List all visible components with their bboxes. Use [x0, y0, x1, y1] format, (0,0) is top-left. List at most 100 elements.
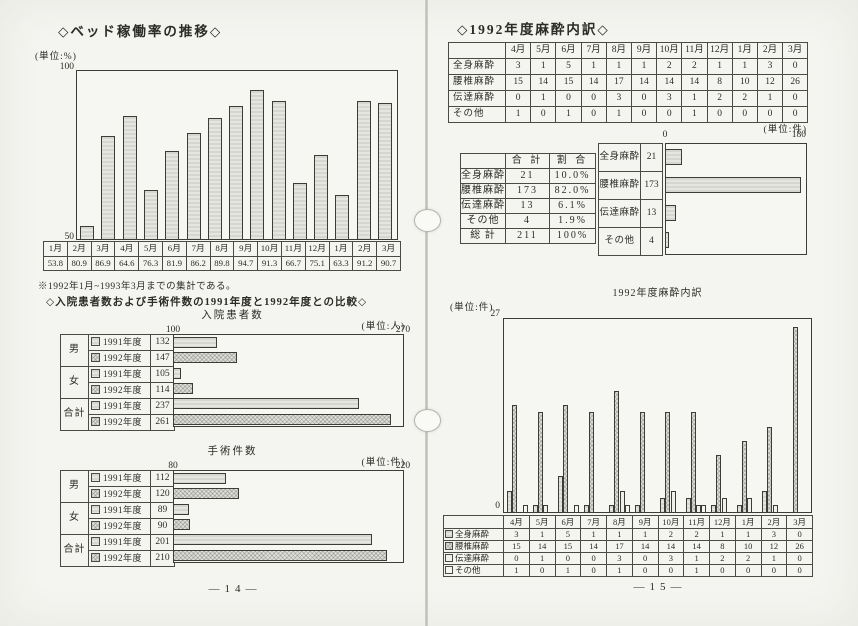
group-label-cell: 男	[60, 470, 89, 503]
count-cell: 0	[657, 564, 685, 577]
summary-label-cell: 全身麻酔	[460, 168, 506, 184]
count-cell: 1	[503, 564, 530, 577]
legend-label-cell: 伝達麻酔	[443, 552, 504, 565]
month-header-cell: 4月	[503, 515, 530, 529]
month-header-cell: 8月	[605, 42, 632, 59]
count-cell: 0	[631, 564, 659, 577]
bed-bar-12月	[314, 155, 329, 239]
count-cell: 0	[503, 552, 530, 565]
legend-square-1991年度	[91, 401, 100, 411]
bed-month-cell: 9月	[233, 241, 259, 257]
bed-occupancy-title: ◇ベッド稼働率の推移◇	[58, 24, 223, 39]
count-cell: 0	[630, 106, 658, 123]
row-label-cell: 全身麻酔	[448, 58, 506, 75]
count-cell: 26	[786, 540, 813, 553]
group-label-cell: 合計	[60, 398, 89, 431]
count-cell: 0	[709, 564, 736, 577]
summary-total-cell: 211	[505, 228, 550, 244]
count-cell: 3	[656, 90, 683, 107]
year-legend-cell: 1992年度	[88, 518, 151, 535]
legend-square-1992年度	[91, 553, 100, 563]
month-header-cell: 11月	[681, 42, 708, 59]
bed-value-cell: 89.8	[209, 256, 235, 271]
comparison-heading: ◇入院患者数および手術件数の1991年度と1992年度との比較◇	[46, 297, 368, 308]
legend-square-1991年度	[91, 505, 100, 515]
bar-12月-全身麻酔	[711, 504, 716, 512]
hbar-value-cell: 173	[640, 171, 663, 200]
legend-square-1992年度	[91, 417, 100, 427]
bed-bar-4月	[144, 190, 158, 239]
surgery-unit-label: (単位:件)	[361, 458, 405, 468]
legend-square-1992年度	[91, 353, 100, 363]
bed-month-cell: 11月	[280, 241, 306, 257]
bar-11月-その他	[701, 504, 707, 512]
bar-合計-1991年度	[174, 398, 359, 410]
count-cell: 0	[786, 564, 813, 577]
hbar-xmin-label: 0	[662, 130, 668, 140]
bed-bar-7月	[207, 118, 222, 239]
bed-month-cell: 10月	[257, 241, 282, 257]
count-cell: 2	[657, 528, 685, 541]
legend-square-伝達麻酔	[445, 554, 453, 563]
bar-1月-全身麻酔	[736, 504, 742, 512]
count-cell: 5	[554, 528, 582, 541]
bed-value-cell: 94.7	[233, 256, 259, 271]
bed-chart-ymax-label: 100	[59, 62, 74, 72]
count-cell: 1	[528, 528, 556, 541]
count-cell: 2	[706, 90, 733, 107]
count-cell: 14	[528, 540, 556, 553]
month-header-cell: 9月	[631, 515, 659, 529]
monthly-chart-unit-label: (単位:件)	[450, 303, 494, 313]
bar-1月-伝達麻酔	[747, 497, 753, 512]
count-cell: 0	[782, 58, 809, 75]
left-page-number: ―14―	[208, 583, 262, 595]
count-cell: 1	[554, 564, 582, 577]
legend-label-cell: その他	[443, 564, 504, 577]
bed-value-cell: 63.3	[328, 256, 354, 271]
month-header-cell: 5月	[528, 515, 556, 529]
count-cell: 3	[504, 58, 532, 75]
legend-square-腰椎麻酔	[445, 542, 453, 551]
year-legend-cell: 1991年度	[88, 398, 151, 415]
year-legend-cell: 1991年度	[88, 334, 151, 351]
count-cell: 1	[756, 90, 784, 107]
bed-bar-2月	[356, 101, 371, 239]
count-cell: 0	[580, 564, 607, 577]
count-cell: 14	[681, 74, 708, 91]
count-cell: 1	[530, 58, 557, 75]
count-cell: 3	[756, 58, 784, 75]
hbar-xmax-label: 180	[791, 130, 806, 140]
bed-month-cell: 2月	[66, 241, 92, 257]
bar-男-1992年度	[174, 352, 238, 364]
row-label-cell: その他	[448, 106, 506, 123]
year-legend-cell: 1992年度	[88, 550, 151, 567]
bar-合計-1992年度	[174, 549, 387, 561]
hbar-全身麻酔	[666, 149, 683, 165]
bed-month-cell: 12月	[304, 241, 330, 257]
year-legend-cell: 1991年度	[88, 470, 151, 487]
count-cell: 1	[605, 58, 632, 75]
value-cell: 147	[150, 350, 175, 367]
month-header-cell: 1月	[734, 515, 762, 529]
bar-7月-全身麻酔	[583, 504, 589, 512]
month-header-cell: 11月	[683, 515, 710, 529]
bed-month-cell: 3月	[90, 241, 116, 257]
bed-month-cell: 7月	[185, 241, 211, 257]
count-cell: 1	[734, 528, 762, 541]
bar-合計-1992年度	[174, 413, 391, 425]
hbar-伝達麻酔	[666, 204, 677, 221]
bed-bar-1月	[335, 194, 350, 239]
bar-8月-伝達麻酔	[619, 490, 625, 512]
legend-square-1991年度	[91, 369, 100, 379]
count-cell: 14	[630, 74, 658, 91]
bar-12月-伝達麻酔	[721, 497, 727, 512]
hbar-label-cell: 伝達麻酔	[598, 199, 641, 228]
count-cell: 0	[756, 106, 784, 123]
year-legend-cell: 1992年度	[88, 414, 151, 431]
hbar-value-cell: 21	[640, 143, 663, 172]
value-cell: 201	[150, 534, 175, 551]
count-cell: 1	[580, 528, 607, 541]
inpatient-bar-chart	[173, 334, 404, 427]
bar-女-1991年度	[174, 367, 181, 379]
